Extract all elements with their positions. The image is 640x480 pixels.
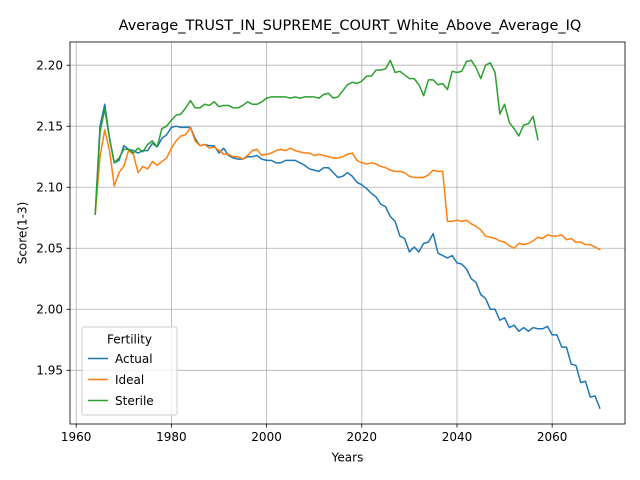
series-layer [94, 59, 601, 410]
legend-label-actual: Actual [115, 352, 153, 366]
y-tick-label: 2.00 [36, 303, 63, 317]
legend-title: Fertility [107, 333, 152, 347]
legend-label-sterile: Sterile [115, 394, 154, 408]
legend: Fertility Actual Ideal Sterile [81, 326, 178, 416]
series-line-ideal [94, 126, 601, 251]
y-axis-ticks: 1.95 2.00 2.05 2.10 2.15 2.20 [36, 58, 70, 378]
x-axis-ticks: 1960 1980 2000 2020 2040 2060 [61, 424, 568, 444]
y-axis-label: Score(1-3) [16, 202, 30, 265]
x-tick-label: 1980 [156, 430, 187, 444]
legend-label-ideal: Ideal [115, 373, 144, 387]
y-tick-label: 2.05 [36, 242, 63, 256]
x-tick-label: 2000 [251, 430, 282, 444]
series-line-actual [94, 103, 601, 410]
x-tick-label: 1960 [61, 430, 92, 444]
x-axis-label: Years [331, 451, 364, 465]
x-tick-label: 2020 [347, 430, 378, 444]
x-tick-label: 2060 [537, 430, 568, 444]
plot-frame [69, 41, 626, 425]
y-tick-label: 2.20 [36, 58, 63, 72]
series-line-sterile [94, 59, 539, 215]
chart-title: Average_TRUST_IN_SUPREME_COURT_White_Abo… [119, 18, 582, 34]
x-tick-label: 2040 [442, 430, 473, 444]
y-tick-label: 2.15 [36, 120, 63, 134]
legend-entries: Actual Ideal Sterile [88, 352, 154, 408]
y-tick-label: 2.10 [36, 181, 63, 195]
y-tick-label: 1.95 [36, 364, 63, 378]
legend-box [81, 326, 178, 416]
